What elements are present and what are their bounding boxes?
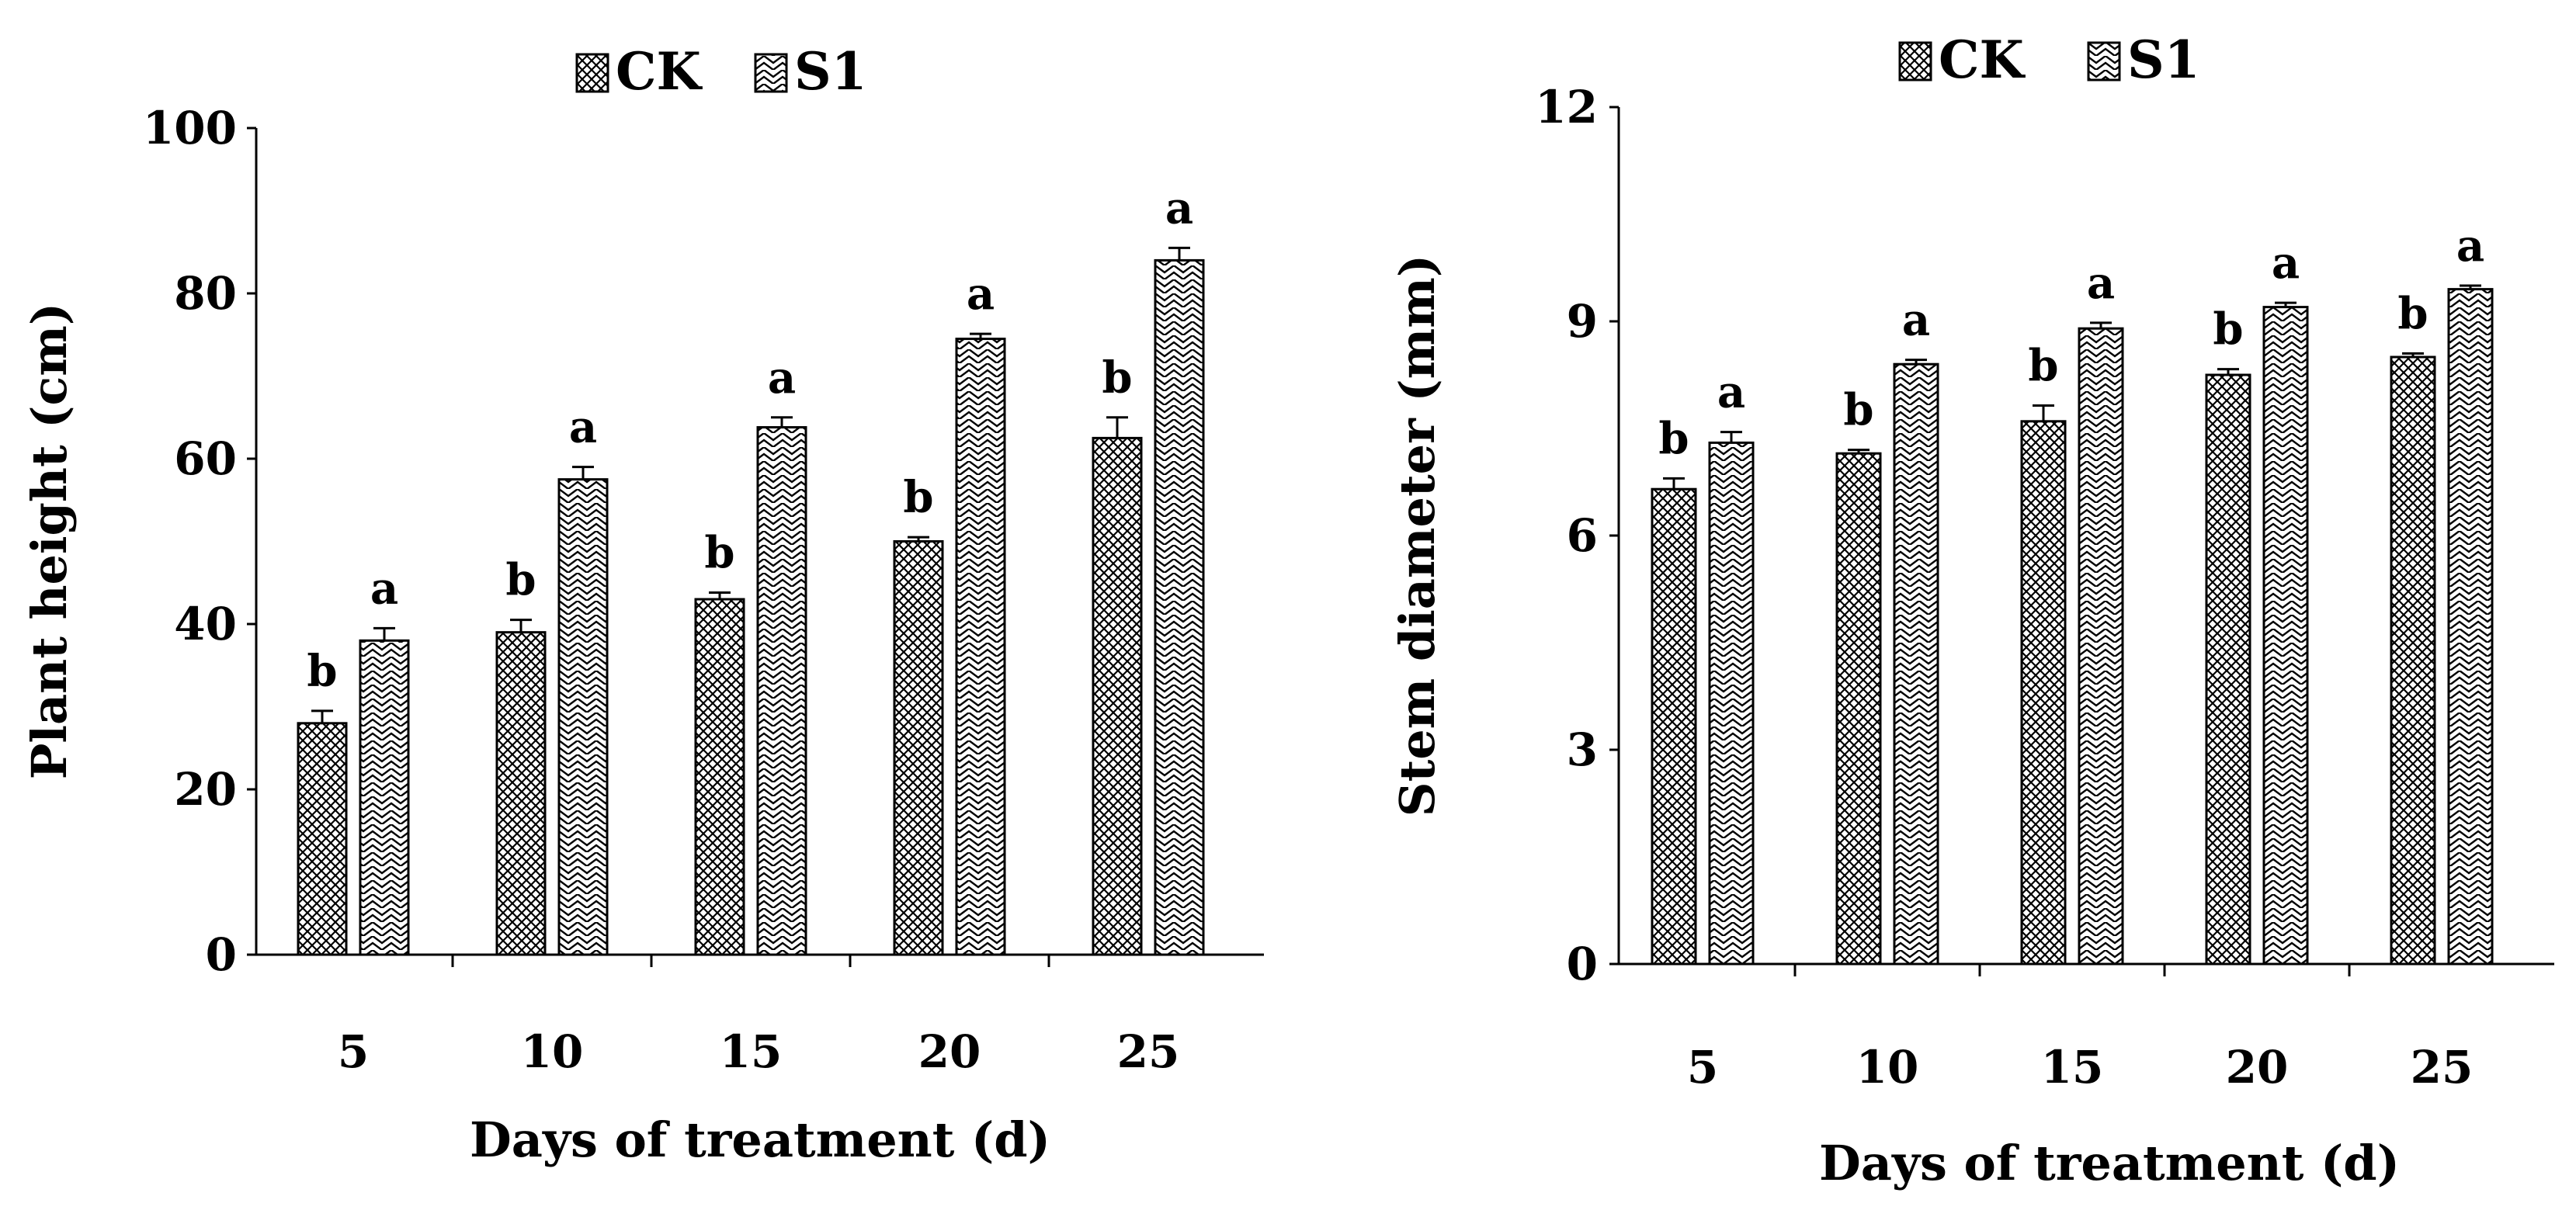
significance-letter: b [903,472,933,523]
bar-ck [2390,355,2436,966]
significance-letter: b [505,555,536,606]
significance-letter: a [2087,258,2115,309]
legend-label-ck: CK [616,41,703,102]
significance-letter: b [1843,385,1873,436]
legend-swatch-s1 [2087,41,2121,81]
significance-letter: b [2213,304,2243,355]
legend-swatch-s1 [754,53,788,93]
significance-letter: b [1658,413,1689,464]
significance-letter: a [370,563,398,614]
bar-ck [495,631,547,956]
x-axis-title: Days of treatment (d) [1819,1135,2400,1191]
significance-letter: b [307,646,337,697]
bar-s1 [955,338,1006,956]
x-tick-label: 25 [1117,1025,1180,1078]
y-tick-label: 9 [1567,295,1598,348]
significance-letter: b [2028,341,2058,392]
y-tick-group: 0 20 40 60 80 100 [143,102,256,981]
y-tick-label: 3 [1567,723,1598,776]
legend-label-ck: CK [1939,29,2026,90]
x-axis-title: Days of treatment (d) [470,1111,1050,1168]
x-tick-label: 10 [1856,1041,1919,1094]
y-axis-title: Stem diameter (mm) [1389,255,1446,817]
x-tick-label: 20 [2226,1041,2289,1094]
significance-letter: a [2456,220,2484,272]
x-tick-label: 20 [918,1025,981,1078]
x-tick-label: 5 [338,1025,369,1078]
x-tick-label: 15 [2041,1041,2104,1094]
significance-letter: b [704,528,734,579]
y-tick-label: 20 [174,763,237,816]
y-tick-label: 0 [206,928,237,981]
y-tick-label: 80 [174,267,237,320]
significance-letter: a [967,269,995,320]
bar-s1 [1154,258,1205,956]
x-tick-label: 15 [720,1025,783,1078]
significance-letter: b [1102,352,1132,404]
significance-letter: b [2397,288,2428,339]
bar-ck [2205,373,2251,966]
bar-s1 [2447,288,2494,966]
significance-letter: a [1717,367,1745,418]
y-tick-label: 60 [174,432,237,485]
legend-label-s1: S1 [2127,29,2200,90]
legend: CK S1 [1898,29,2200,90]
y-tick-label: 6 [1567,509,1598,562]
bar-ck [1835,452,1882,966]
bar-s1 [557,478,609,956]
significance-letter: a [1165,182,1193,234]
bar-ck [297,722,348,956]
y-tick-label: 12 [1535,81,1598,133]
bar-ck [1092,436,1143,956]
y-tick-label: 40 [174,598,237,650]
y-tick-label: 100 [143,102,237,154]
bar-ck [1651,487,1697,966]
bar-ck [2020,420,2067,966]
legend: CK S1 [575,41,867,102]
legend-label-s1: S1 [794,41,867,102]
y-axis-title: Plant height (cm) [21,303,78,779]
y-tick-label: 0 [1567,938,1598,990]
x-tick-group: 5 10 15 20 25 [1687,964,2474,1094]
x-tick-label: 25 [2411,1041,2474,1094]
bar-s1 [359,639,410,956]
y-tick-group: 0 3 6 9 12 [1535,81,1619,990]
bar-ck [893,540,944,956]
significance-letter: a [569,402,597,453]
x-tick-label: 10 [521,1025,584,1078]
bar-s1 [2262,306,2309,966]
x-tick-group: 5 10 15 20 25 [338,955,1180,1078]
bar-s1 [1708,441,1755,966]
bar-ck [694,598,745,956]
bar-s1 [756,426,807,956]
legend-swatch-ck [575,53,609,93]
significance-letter: a [2272,238,2300,289]
legend-swatch-ck [1898,41,1932,81]
significance-letter: a [1902,295,1930,346]
bar-s1 [1893,362,1939,966]
significance-letter: a [768,352,796,404]
x-tick-label: 5 [1687,1041,1718,1094]
bar-s1 [2078,327,2124,966]
